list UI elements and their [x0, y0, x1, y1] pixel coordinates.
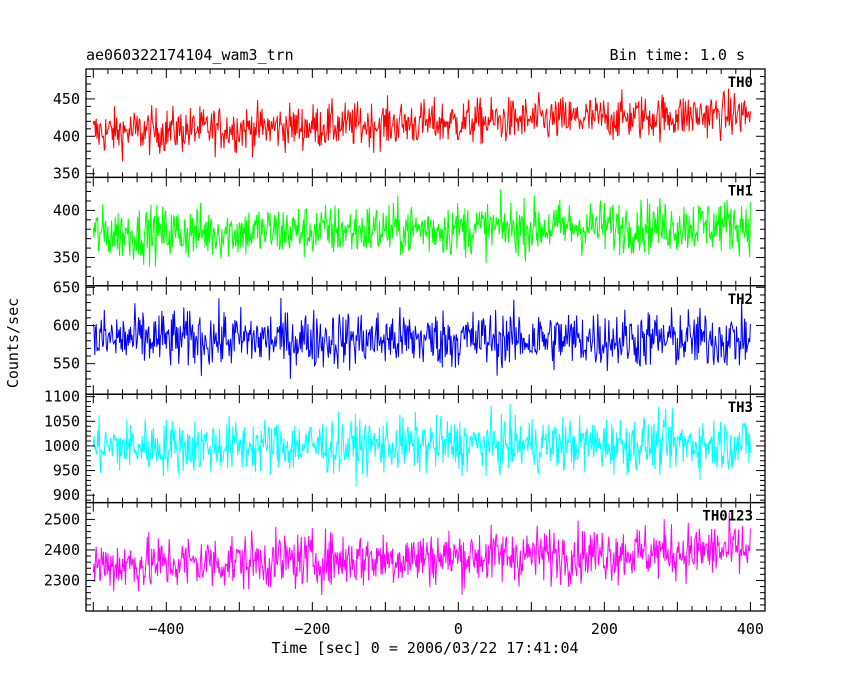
y-tick-label: 900 — [53, 486, 80, 504]
panel-label-th0: TH0 — [728, 75, 753, 91]
x-tick-label: 200 — [591, 620, 618, 638]
series-th3-line — [92, 404, 751, 487]
y-tick-label: 1000 — [44, 437, 80, 455]
series-th0123-line — [92, 512, 751, 596]
observation-title: ae060322174104_wam3_trn — [86, 46, 294, 64]
panel-th2: 550 600 650 TH2 — [53, 278, 766, 395]
y-tick-label: 450 — [53, 90, 80, 108]
panel-label-th3: TH3 — [728, 400, 753, 416]
bin-time-label: Bin time: 1.0 s — [610, 46, 745, 64]
panel-label-th0123: TH0123 — [702, 509, 753, 525]
panel-th0123: 2300 2400 2500 TH0123 — [44, 501, 766, 612]
panel-th3: 900 950 1000 1050 1100 TH3 — [44, 388, 766, 504]
y-tick-label: 350 — [53, 165, 80, 183]
panel-stack: 350 400 450 TH0 350 400 TH1 550 600 650 TH2 900 950 1… — [44, 68, 766, 612]
panel-frame — [85, 501, 766, 612]
x-tick-label: −400 — [148, 620, 184, 638]
y-tick-label: 550 — [53, 355, 80, 373]
y-tick-label: 2400 — [44, 541, 80, 559]
x-axis: −400 −200 0 200 400 — [148, 620, 764, 638]
series-th2-line — [92, 297, 751, 379]
y-tick-label: 650 — [53, 278, 80, 296]
x-tick-label: −200 — [294, 620, 330, 638]
panel-th1: 350 400 TH1 — [53, 176, 766, 287]
y-tick-label: 2500 — [44, 510, 80, 528]
panel-label-th2: TH2 — [728, 292, 753, 308]
y-tick-label: 950 — [53, 462, 80, 480]
series-th1-line — [92, 189, 751, 267]
series-th0-line — [92, 88, 751, 162]
y-tick-label: 350 — [53, 249, 80, 267]
y-tick-label: 2300 — [44, 571, 80, 589]
y-tick-label: 1050 — [44, 412, 80, 430]
x-axis-title: Time [sec] 0 = 2006/03/22 17:41:04 — [271, 639, 578, 657]
x-tick-label: 0 — [454, 620, 463, 638]
y-tick-label: 400 — [53, 127, 80, 145]
y-tick-label: 600 — [53, 316, 80, 334]
panel-label-th1: TH1 — [728, 183, 753, 199]
y-tick-label: 1100 — [44, 388, 80, 406]
x-tick-label: 400 — [737, 620, 764, 638]
y-tick-label: 400 — [53, 201, 80, 219]
y-axis-title: Counts/sec — [4, 298, 22, 388]
panel-th0: 350 400 450 TH0 — [53, 68, 766, 183]
